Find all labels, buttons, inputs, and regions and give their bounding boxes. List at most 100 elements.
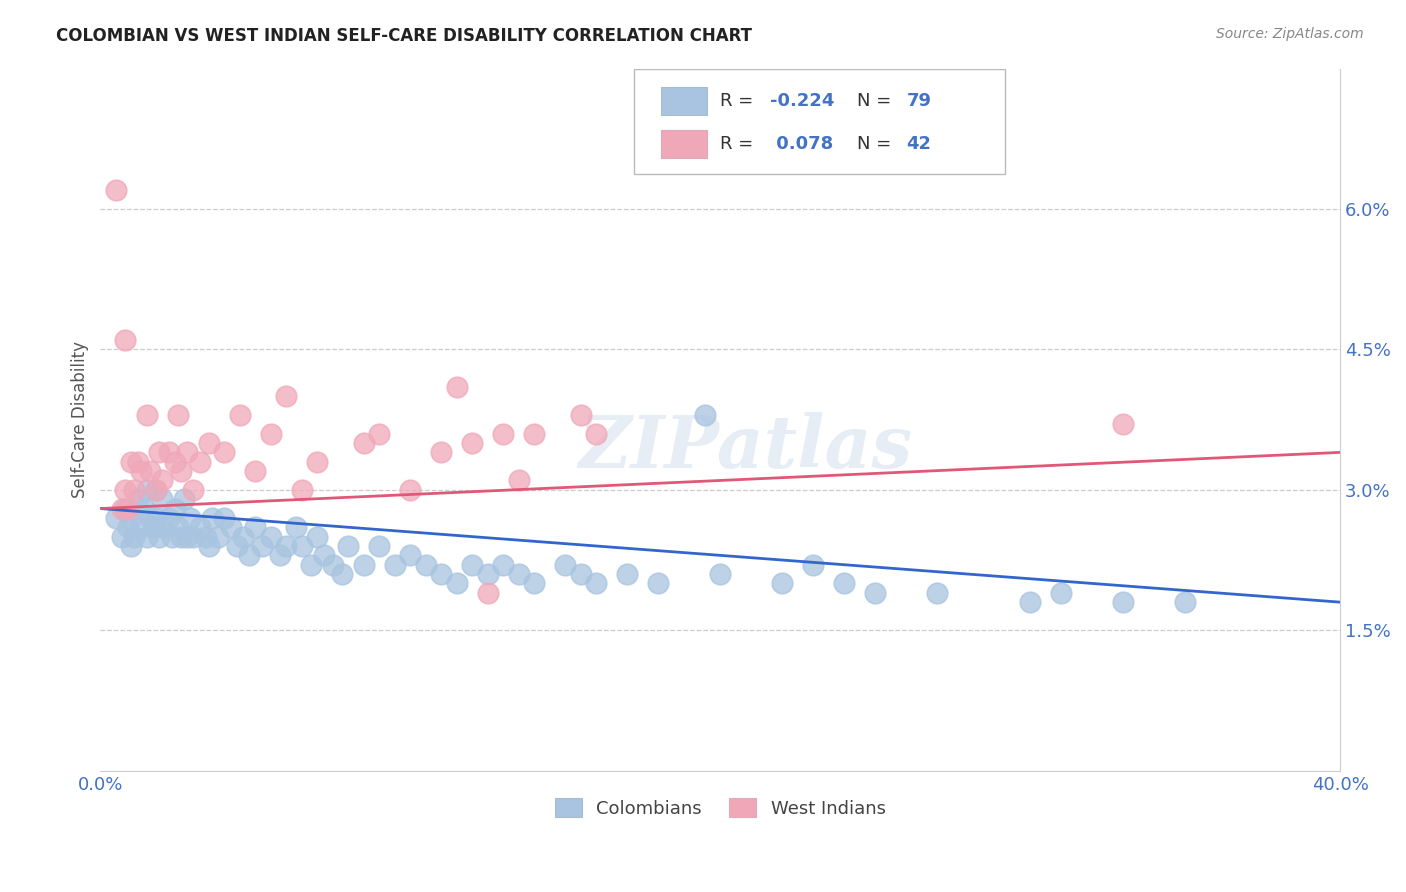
Point: [399, 549, 422, 563]
Point: [647, 576, 669, 591]
Point: [120, 539, 142, 553]
Point: [554, 558, 576, 572]
Point: [832, 576, 855, 591]
Legend: Colombians, West Indians: Colombians, West Indians: [548, 791, 893, 825]
Point: [446, 576, 468, 591]
Point: [330, 567, 353, 582]
Point: [129, 464, 152, 478]
Point: [135, 408, 157, 422]
Point: [1174, 595, 1197, 609]
Point: [163, 455, 186, 469]
Point: [284, 520, 307, 534]
Point: [229, 408, 252, 422]
Point: [569, 408, 592, 422]
Point: [104, 183, 127, 197]
Point: [201, 511, 224, 525]
Point: [124, 530, 146, 544]
Point: [276, 539, 298, 553]
Point: [120, 511, 142, 525]
Text: R =: R =: [720, 92, 759, 110]
Point: [245, 520, 267, 534]
Point: [585, 426, 607, 441]
Point: [269, 549, 291, 563]
Point: [157, 445, 180, 459]
Point: [129, 520, 152, 534]
Point: [148, 445, 170, 459]
Point: [148, 530, 170, 544]
Point: [585, 576, 607, 591]
Point: [337, 539, 360, 553]
Point: [477, 567, 499, 582]
Point: [353, 558, 375, 572]
FancyBboxPatch shape: [661, 87, 707, 115]
Point: [183, 483, 205, 497]
Point: [260, 426, 283, 441]
Point: [150, 474, 173, 488]
Point: [124, 483, 146, 497]
Point: [1050, 586, 1073, 600]
Point: [430, 445, 453, 459]
Point: [135, 483, 157, 497]
Point: [183, 530, 205, 544]
Point: [245, 464, 267, 478]
Point: [120, 455, 142, 469]
Point: [276, 389, 298, 403]
Point: [157, 511, 180, 525]
Point: [104, 511, 127, 525]
Point: [188, 455, 211, 469]
Text: N =: N =: [856, 92, 897, 110]
Point: [523, 576, 546, 591]
Point: [135, 530, 157, 544]
Point: [188, 520, 211, 534]
Text: COLOMBIAN VS WEST INDIAN SELF-CARE DISABILITY CORRELATION CHART: COLOMBIAN VS WEST INDIAN SELF-CARE DISAB…: [56, 27, 752, 45]
Point: [176, 530, 198, 544]
Point: [214, 445, 236, 459]
Point: [709, 567, 731, 582]
Point: [173, 492, 195, 507]
Point: [415, 558, 437, 572]
Point: [307, 455, 329, 469]
Point: [307, 530, 329, 544]
Point: [170, 464, 193, 478]
Point: [399, 483, 422, 497]
Text: -0.224: -0.224: [770, 92, 834, 110]
Point: [142, 520, 165, 534]
Text: 0.078: 0.078: [770, 135, 834, 153]
Point: [492, 558, 515, 572]
FancyBboxPatch shape: [634, 69, 1005, 174]
Point: [384, 558, 406, 572]
Text: 79: 79: [907, 92, 931, 110]
Point: [1112, 417, 1135, 432]
Point: [492, 426, 515, 441]
Point: [238, 549, 260, 563]
Point: [176, 445, 198, 459]
Point: [132, 501, 155, 516]
Point: [368, 426, 391, 441]
Point: [312, 549, 335, 563]
Point: [111, 530, 134, 544]
Point: [250, 539, 273, 553]
Point: [127, 455, 149, 469]
Point: [291, 539, 314, 553]
Point: [368, 539, 391, 553]
Point: [508, 474, 530, 488]
Text: 42: 42: [907, 135, 931, 153]
Point: [127, 492, 149, 507]
Text: Source: ZipAtlas.com: Source: ZipAtlas.com: [1216, 27, 1364, 41]
Point: [170, 530, 193, 544]
Y-axis label: Self-Care Disability: Self-Care Disability: [72, 341, 89, 498]
Point: [446, 380, 468, 394]
Point: [214, 511, 236, 525]
Point: [322, 558, 344, 572]
Point: [198, 539, 221, 553]
Point: [139, 511, 162, 525]
Point: [508, 567, 530, 582]
Point: [160, 530, 183, 544]
Point: [801, 558, 824, 572]
Point: [194, 530, 217, 544]
Point: [145, 511, 167, 525]
Point: [693, 408, 716, 422]
Point: [163, 501, 186, 516]
Point: [150, 492, 173, 507]
Point: [430, 567, 453, 582]
